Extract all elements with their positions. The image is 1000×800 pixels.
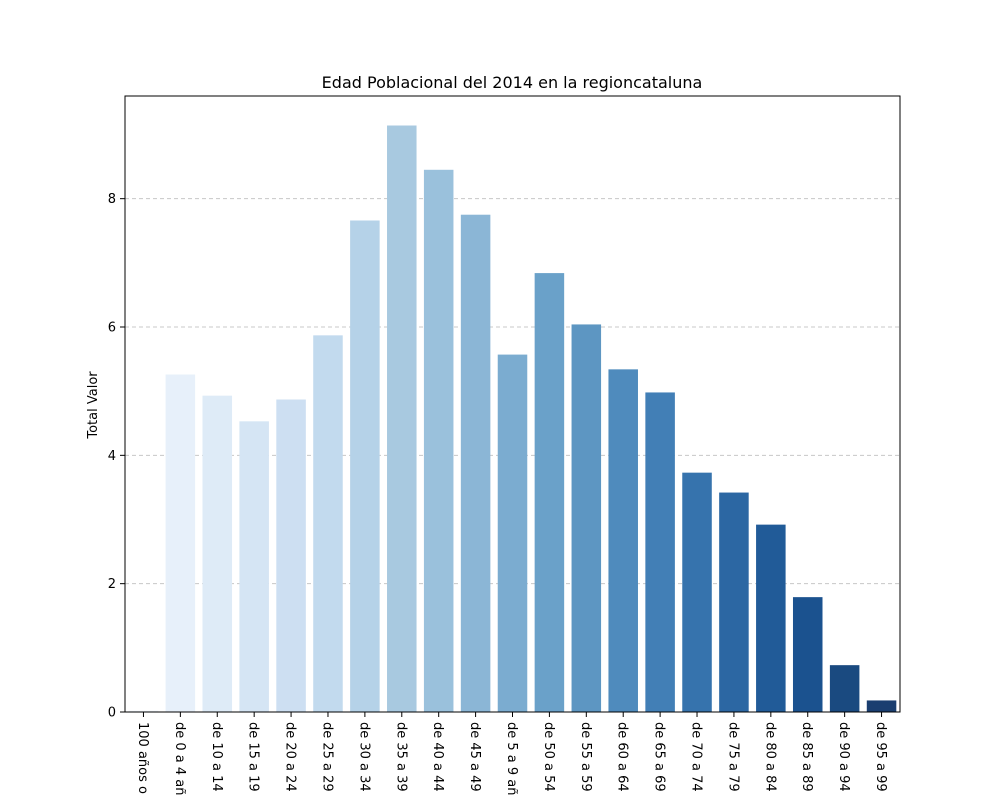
- bar: [165, 374, 196, 712]
- bar: [202, 395, 233, 712]
- bar: [866, 700, 897, 712]
- bar: [313, 335, 343, 712]
- bar: [829, 665, 860, 712]
- bar: [239, 421, 269, 712]
- bar: [792, 597, 823, 712]
- bar: [682, 472, 712, 712]
- x-tick-label: 100 años o: [135, 722, 150, 794]
- y-tick-label: 0: [108, 706, 116, 721]
- x-tick-label: de 50 a 54: [541, 722, 556, 792]
- x-tick-label: de 85 a 89: [799, 722, 814, 792]
- x-tick-label: de 20 a 24: [283, 722, 298, 792]
- x-tick-label: de 90 a 94: [836, 722, 851, 792]
- x-tick-label: de 10 a 14: [209, 722, 224, 792]
- x-tick-label: de 65 a 69: [652, 722, 667, 792]
- x-tick-label: de 15 a 19: [246, 722, 261, 792]
- y-tick-label: 4: [108, 449, 116, 464]
- chart-title: Edad Poblacional del 2014 en la regionca…: [322, 73, 703, 92]
- bar: [571, 324, 602, 712]
- x-tick-label: de 5 a 9 añ: [504, 722, 519, 796]
- bars: [128, 125, 897, 713]
- bar: [350, 220, 380, 712]
- y-axis-ticks: 0 2 4 6 8: [108, 192, 125, 721]
- x-tick-label: de 45 a 49: [467, 722, 482, 792]
- x-axis-ticks: 100 años o de 0 a 4 añ de 10 a 14 de 15 a 1…: [135, 712, 888, 796]
- x-tick-label: de 25 a 29: [319, 722, 334, 792]
- bar: [497, 354, 528, 712]
- x-tick-label: de 60 a 64: [615, 722, 630, 792]
- x-tick-label: de 30 a 34: [356, 722, 371, 792]
- y-tick-label: 8: [108, 192, 116, 207]
- bar: [756, 524, 786, 712]
- x-tick-label: de 35 a 39: [393, 722, 408, 792]
- bar: [387, 125, 417, 713]
- y-tick-label: 2: [108, 577, 116, 592]
- bar: [608, 369, 638, 712]
- x-tick-label: de 70 a 74: [689, 722, 704, 792]
- x-tick-label: de 80 a 84: [762, 722, 777, 792]
- bar: [534, 273, 565, 712]
- bar: [423, 169, 454, 712]
- bar: [460, 214, 491, 713]
- x-tick-label: de 40 a 44: [430, 722, 445, 792]
- x-tick-label: de 55 a 59: [578, 722, 593, 792]
- bar: [645, 392, 675, 712]
- x-tick-label: de 75 a 79: [725, 722, 740, 792]
- bar: [128, 710, 159, 712]
- bar: [276, 399, 306, 712]
- bar: [719, 492, 749, 712]
- y-axis-label: Total Valor: [86, 371, 101, 440]
- x-tick-label: de 95 a 99: [873, 722, 888, 792]
- x-tick-label: de 0 a 4 añ: [172, 722, 187, 796]
- y-tick-label: 6: [108, 321, 116, 336]
